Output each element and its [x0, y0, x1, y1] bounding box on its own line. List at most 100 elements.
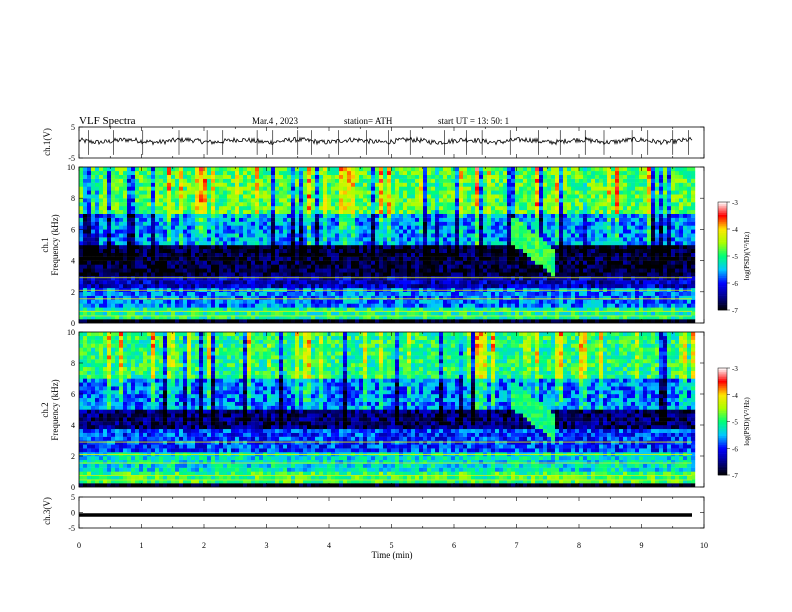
- ch1-spectrogram-cell: [211, 221, 216, 226]
- ch1-spectrogram-cell: [323, 170, 328, 175]
- ch1-spectrogram-cell: [307, 268, 312, 273]
- ch1-spectrogram-cell: [375, 311, 380, 316]
- ch1-spectrogram-cell: [347, 307, 352, 312]
- ch1-spectrogram-cell: [223, 264, 228, 269]
- ch1-spectrogram-cell: [555, 295, 560, 300]
- ch1-spectrogram-cell: [227, 174, 232, 179]
- ch1-spectrogram-cell: [123, 167, 128, 172]
- ch1-spectrogram-cell: [103, 182, 108, 187]
- ch1-spectrogram-cell: [291, 178, 296, 183]
- ch1-spectrogram-cell: [387, 209, 392, 214]
- ch1-spectrogram-cell: [303, 245, 308, 250]
- ch1-spectrogram-cell: [527, 241, 532, 246]
- ch1-spectrogram-cell: [375, 209, 380, 214]
- ch1-spectrogram-cell: [519, 178, 524, 183]
- ch1-spectrogram-cell: [303, 194, 308, 199]
- ch1-spectrogram-cell: [251, 260, 256, 265]
- ch1-spectrogram-cell: [251, 241, 256, 246]
- ch1-spectrogram-cell: [227, 225, 232, 230]
- ch1-spectrogram-cell: [191, 237, 196, 242]
- ch1-spectrogram-cell: [527, 178, 532, 183]
- ch1-spectrogram-cell: [295, 245, 300, 250]
- ch1-spectrogram-cell: [159, 276, 164, 281]
- ch1-spectrogram-cell: [255, 217, 260, 222]
- ch1-spectrogram-cell: [211, 295, 216, 300]
- ch1-spectrogram-cell: [123, 260, 128, 265]
- ch1-spectrogram-cell: [263, 315, 268, 320]
- ch1-spectrogram-cell: [531, 237, 536, 242]
- ch1-spectrogram-cell: [515, 198, 520, 203]
- ch1-spectrogram-cell: [387, 272, 392, 277]
- ch1-spectrogram-cell: [251, 284, 256, 289]
- ch1-spectrogram-cell: [251, 268, 256, 273]
- ch1-spectrogram-cell: [515, 284, 520, 289]
- ch1-spectrogram-cell: [111, 291, 116, 296]
- ch1-spectrogram-cell: [251, 233, 256, 238]
- ch1-spectrogram-cell: [491, 245, 496, 250]
- ch1-spectrogram-cell: [143, 245, 148, 250]
- ch1-spectrogram-cell: [555, 202, 560, 207]
- ch1-spectrogram-cell: [183, 276, 188, 281]
- ch1-spectrogram-cell: [299, 237, 304, 242]
- ch1-spectrogram-cell: [479, 229, 484, 234]
- ch1-spectrogram-cell: [159, 170, 164, 175]
- ch1-spectrogram-cell: [299, 319, 304, 324]
- ch1-spectrogram-cell: [279, 213, 284, 218]
- ch1-spectrogram-cell: [343, 284, 348, 289]
- ch1-spectrogram-cell: [227, 311, 232, 316]
- ch1-spectrogram-cell: [443, 202, 448, 207]
- ch1-spectrogram-cell: [515, 213, 520, 218]
- ch1-spectrogram-cell: [195, 209, 200, 214]
- ch1-spectrogram-cell: [411, 260, 416, 265]
- ch1-spectrogram-cell: [111, 217, 116, 222]
- ch1-spectrogram-cell: [491, 291, 496, 296]
- ch1-spectrogram-cell: [235, 217, 240, 222]
- ch1-spectrogram-cell: [467, 311, 472, 316]
- ch1-spectrogram-cell: [307, 284, 312, 289]
- ch1-spectrogram-cell: [311, 170, 316, 175]
- ch1-spectrogram-cell: [219, 260, 224, 265]
- ch1-spectrogram-cell: [403, 272, 408, 277]
- ch1-spectrogram-cell: [271, 237, 276, 242]
- ch1-spectrogram-cell: [175, 198, 180, 203]
- ch1-spectrogram-cell: [475, 291, 480, 296]
- ch1-spectrogram-cell: [267, 225, 272, 230]
- ch1-spectrogram-cell: [387, 237, 392, 242]
- ch1-spectrogram-cell: [495, 268, 500, 273]
- ch1-spectrogram-cell: [411, 198, 416, 203]
- ch1-spectrogram-cell: [167, 315, 172, 320]
- ch1-spectrogram-cell: [335, 311, 340, 316]
- ch1-spectrogram-cell: [319, 280, 324, 285]
- ch1-spectrogram-cell: [163, 194, 168, 199]
- ch1-spectrogram-cell: [95, 167, 100, 172]
- ch1-spectrogram-cell: [535, 280, 540, 285]
- ch1-spectrogram-cell: [263, 206, 268, 211]
- ch1-spectrogram-cell: [383, 221, 388, 226]
- ch1-spectrogram-cell: [487, 284, 492, 289]
- ch1-spectrogram-cell: [207, 198, 212, 203]
- ch1-spectrogram-cell: [555, 241, 560, 246]
- ch1-spectrogram-cell: [131, 303, 136, 308]
- ch1-spectrogram-cell: [219, 291, 224, 296]
- ch1-spectrogram-cell: [491, 233, 496, 238]
- ch1-spectrogram-cell: [383, 198, 388, 203]
- ch1-spectrogram-cell: [519, 206, 524, 211]
- ch1-spectrogram-cell: [171, 280, 176, 285]
- ch1-spectrogram-cell: [111, 284, 116, 289]
- ch1-spectrogram-cell: [543, 217, 548, 222]
- ch1-spectrogram-cell: [439, 221, 444, 226]
- ch1-spectrogram-cell: [295, 280, 300, 285]
- ch1-spectrogram-cell: [215, 225, 220, 230]
- ch1-spectrogram-cell: [459, 190, 464, 195]
- ch1-spectrogram-cell: [555, 272, 560, 277]
- ch1-spectrogram-cell: [183, 202, 188, 207]
- ch1-spectrogram-cell: [115, 206, 120, 211]
- ch1-spectrogram-cell: [159, 319, 164, 324]
- ch1-spectrogram-cell: [243, 245, 248, 250]
- ch1-spectrogram-cell: [403, 198, 408, 203]
- ch1-spectrogram-cell: [123, 256, 128, 261]
- ch1-spectrogram-cell: [471, 295, 476, 300]
- ch1-spectrogram-cell: [287, 307, 292, 312]
- ch1-spectrogram-cell: [487, 252, 492, 257]
- ch1-spectrogram-cell: [147, 213, 152, 218]
